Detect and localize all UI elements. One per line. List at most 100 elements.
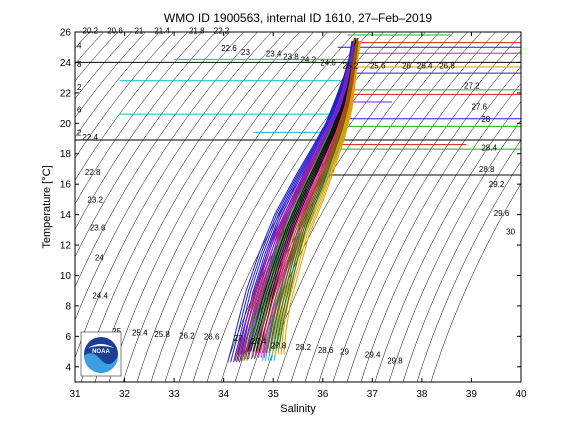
x-tick-label: 33	[169, 389, 181, 400]
sigma-contour-line	[276, 32, 483, 382]
sigma-label: 27.6	[471, 103, 487, 112]
series-profile-line	[268, 41, 359, 354]
x-tick-label: 32	[119, 389, 131, 400]
noaa-logo: NOAA	[80, 331, 122, 377]
sigma-contour-line	[75, 32, 175, 159]
x-tick-label: 31	[69, 389, 81, 400]
series-profile-line	[283, 41, 362, 355]
sigma-label: 22.8	[85, 168, 101, 177]
x-axis-label: Salinity	[280, 403, 316, 415]
series-profile-line	[248, 45, 355, 355]
sigma-edge-label: 2	[77, 83, 82, 92]
sigma-label: 23.2	[87, 195, 103, 204]
sigma-label: 20.2	[82, 27, 98, 36]
series-profile-line	[230, 41, 353, 363]
sigma-contour-line	[108, 32, 315, 382]
sigma-edge-label: 8	[77, 60, 82, 69]
logo-text: NOAA	[92, 349, 110, 355]
y-tick-label: 4	[65, 362, 71, 373]
y-tick-label: 26	[60, 28, 72, 39]
sigma-label: 25.4	[132, 329, 148, 338]
sigma-contour-line	[332, 49, 521, 382]
sigma-label: 29.8	[387, 357, 403, 366]
x-tick-label: 40	[515, 389, 527, 400]
sigma-contour-line	[164, 32, 371, 382]
sigma-contour-line	[290, 32, 497, 382]
y-tick-label: 8	[65, 301, 71, 312]
sigma-label: 26.6	[204, 332, 220, 341]
chart-title: WMO ID 1900563, internal ID 1610, 27–Feb…	[164, 11, 432, 25]
y-tick-label: 6	[65, 332, 71, 343]
sigma-label: 22.4	[82, 133, 98, 142]
sigma-label: 22.6	[221, 44, 237, 53]
series-profile-line	[259, 41, 358, 354]
sigma-label: 24	[95, 253, 104, 262]
sigma-contour-line	[75, 32, 259, 321]
y-tick-label: 24	[60, 58, 72, 69]
sigma-contour-line	[75, 32, 147, 118]
sigma-label: 24.4	[92, 291, 108, 300]
y-tick-label: 22	[60, 88, 72, 99]
sigma-contour-line	[75, 32, 203, 205]
sigma-label: 25.8	[154, 330, 170, 339]
sigma-label: 24.6	[320, 58, 336, 67]
sigma-contour-line	[374, 101, 521, 382]
sigma-label: 26	[402, 62, 411, 71]
sigma-contour-line	[388, 119, 521, 382]
y-tick-label: 10	[60, 271, 72, 282]
sigma-edge-label: 2	[77, 128, 82, 137]
sigma-label: 29.6	[494, 209, 510, 218]
sigma-label: 23.8	[283, 52, 299, 61]
y-tick-label: 12	[60, 241, 72, 252]
series-profile-line	[245, 45, 355, 355]
sigma-label: 27.2	[464, 81, 480, 90]
sigma-label: 25	[112, 327, 121, 336]
series-profile-line	[262, 41, 358, 354]
series-profile-line	[243, 45, 354, 355]
sigma-label: 28.8	[479, 165, 495, 174]
sigma-contour-line	[122, 32, 329, 382]
series-profile-line	[265, 41, 359, 354]
sigma-contour-line	[75, 32, 189, 181]
sigma-label: 23.6	[90, 224, 106, 233]
sigma-contour-line	[178, 32, 385, 382]
sigma-contour-line	[360, 83, 521, 382]
sigma-label: 25.6	[370, 62, 386, 71]
sigma-label: 21.4	[154, 27, 170, 36]
series-profile-line	[233, 41, 353, 363]
sigma-label: 28.4	[481, 144, 497, 153]
sigma-contour-line	[430, 183, 521, 382]
sigma-label: 21	[134, 27, 143, 36]
sigma-contour-line	[318, 34, 521, 382]
sigma-label: 29.2	[489, 180, 505, 189]
sigma-label: 27.8	[271, 342, 287, 351]
sigma-contour-line	[136, 32, 343, 382]
x-tick-label: 38	[416, 389, 428, 400]
y-tick-label: 14	[60, 210, 72, 221]
sigma-contour-line	[75, 32, 245, 288]
sigma-contour-line	[75, 32, 273, 359]
sigma-edge-label: 4	[77, 42, 82, 51]
sigma-contour-line	[416, 160, 521, 382]
sigma-label: 26.2	[179, 332, 195, 341]
sigma-contour-line	[75, 32, 119, 82]
x-tick-label: 37	[367, 389, 379, 400]
sigma-label: 28.6	[318, 346, 334, 355]
sigma-contour-line	[304, 32, 511, 382]
sigma-label: 24.2	[300, 55, 316, 64]
series-profile-line	[237, 45, 354, 355]
y-tick-label: 16	[60, 180, 72, 191]
sigma-label: 27.4	[251, 337, 267, 346]
y-axis-label: Temperature [°C]	[41, 165, 53, 248]
sigma-labels: 20.2 20.6 21 21.4 21.8 22.2 22.6 23 23.4 23.8 24.2…	[77, 27, 516, 366]
y-tick-label: 18	[60, 149, 72, 160]
y-tick-label: 20	[60, 119, 72, 130]
sigma-label: 22.2	[214, 27, 230, 36]
series-profile-line	[240, 45, 354, 355]
sigma-contour-line	[262, 32, 469, 382]
sigma-label: 21.8	[189, 27, 205, 36]
sigma-label: 26.8	[439, 62, 455, 71]
x-axis: 31 32 33 34 35 36 37 38 39 40	[69, 32, 527, 400]
x-tick-label: 39	[466, 389, 478, 400]
